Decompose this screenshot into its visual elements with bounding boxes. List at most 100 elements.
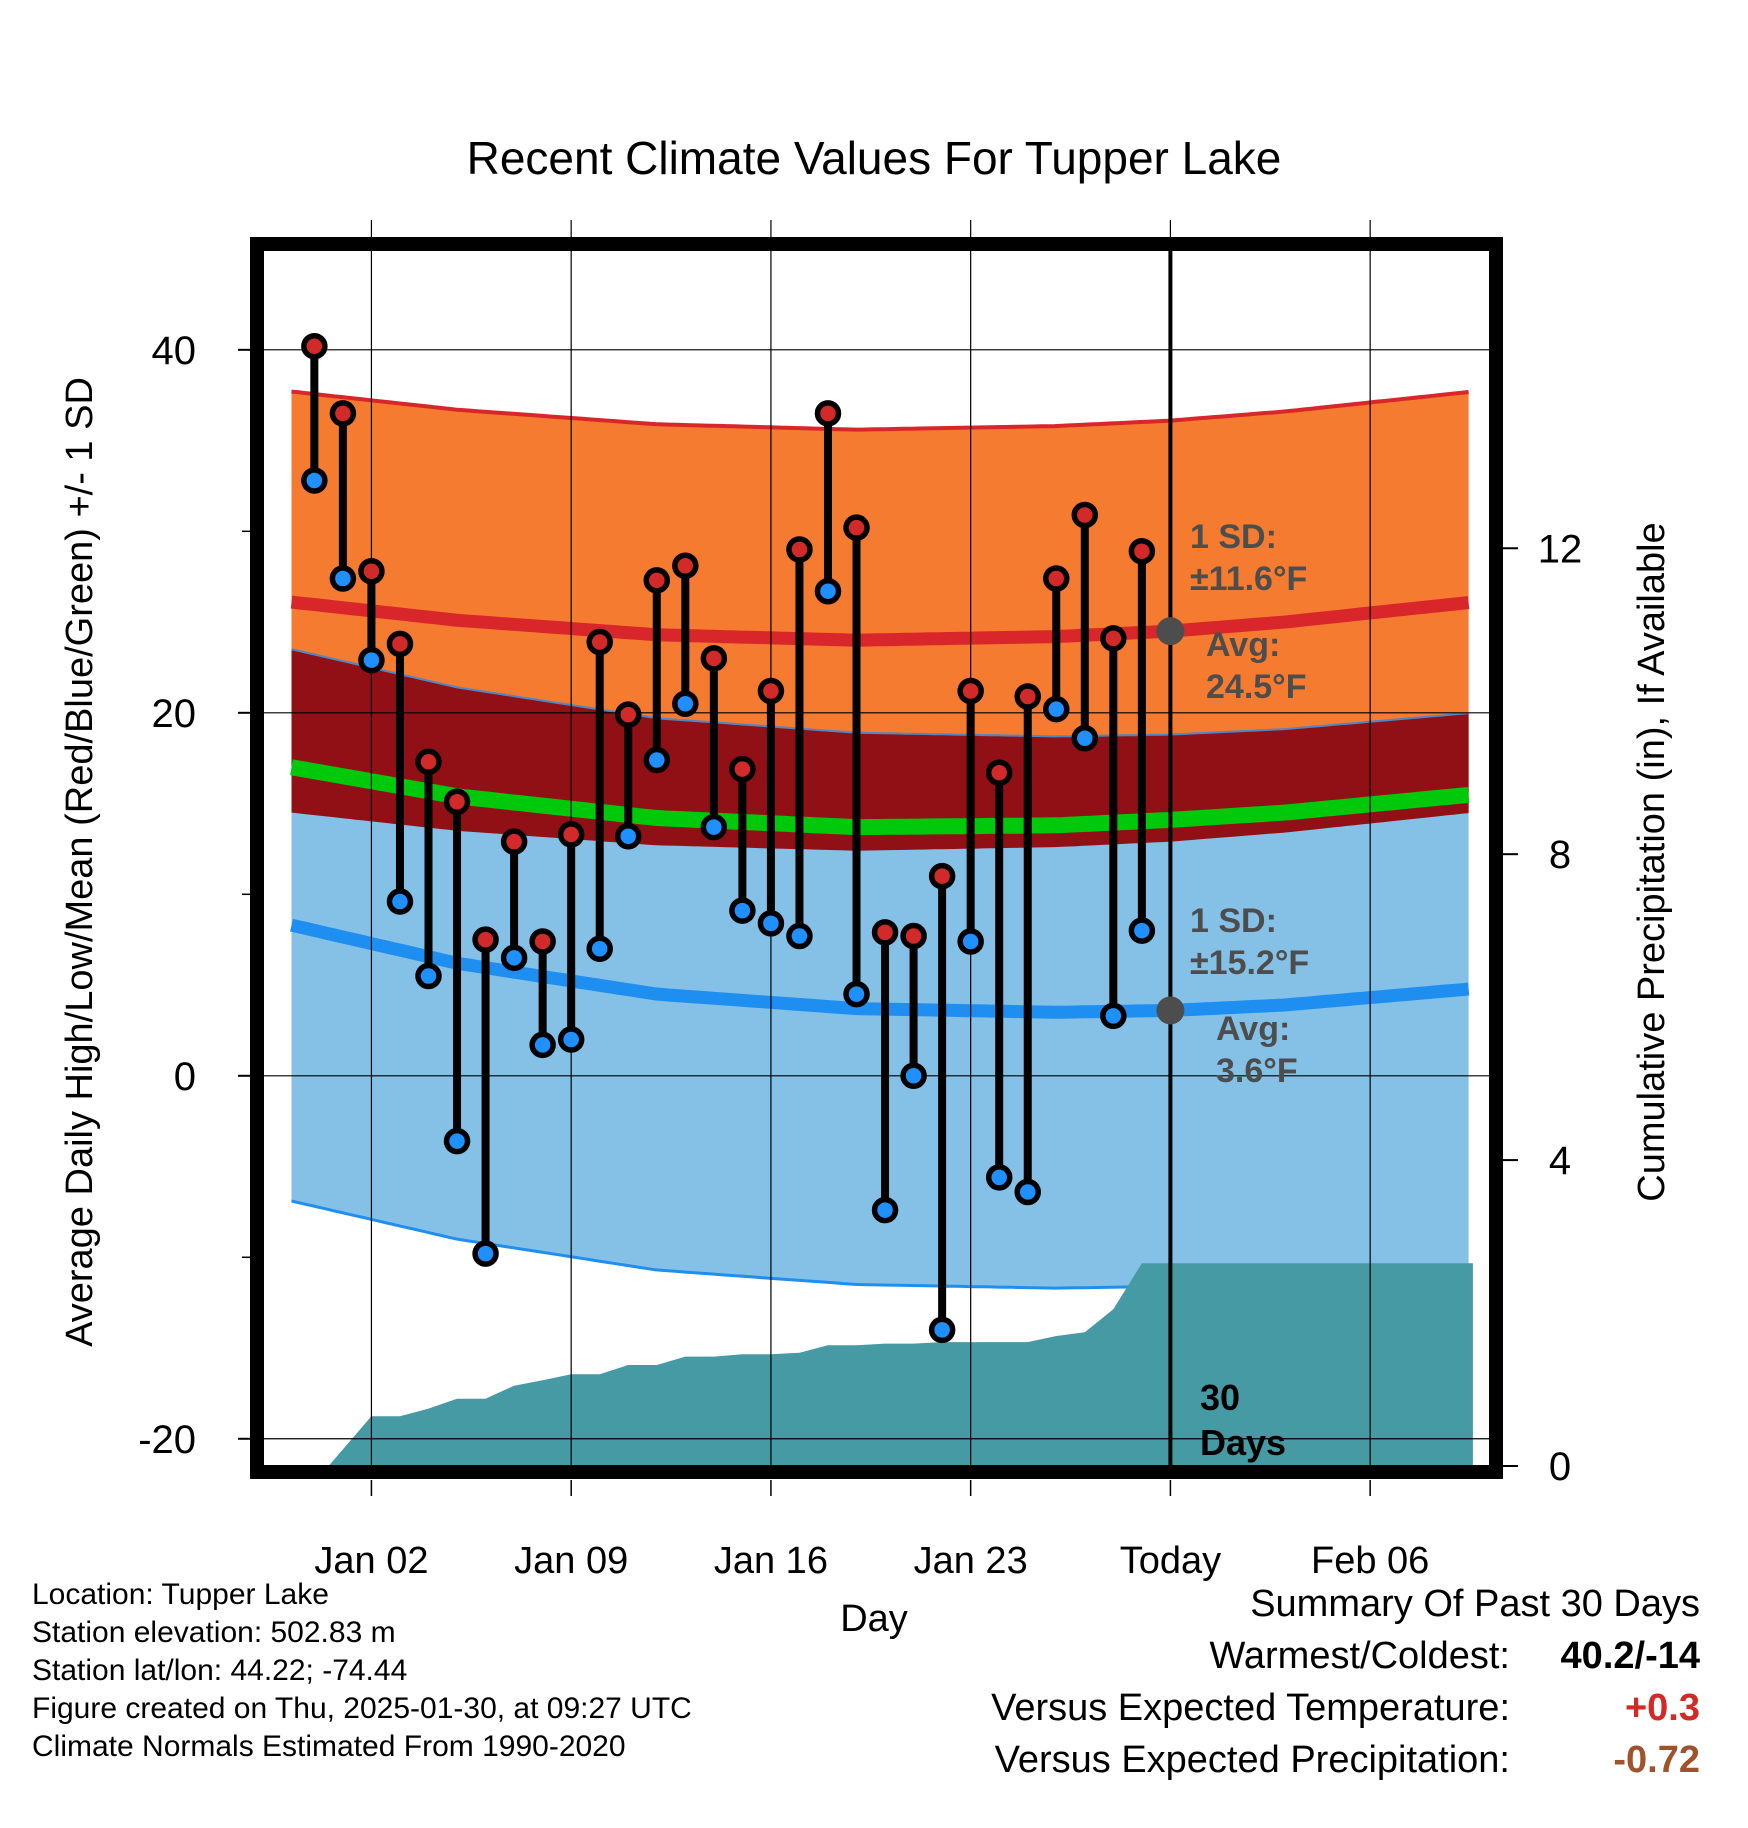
- daily-high-point: [1128, 538, 1156, 565]
- precip-anomaly-value: -0.72: [1613, 1739, 1700, 1781]
- high-avg-label: Avg:: [1206, 626, 1280, 664]
- high-sd-label: 1 SD:: [1190, 518, 1277, 556]
- normal-high-mean-line: [290, 595, 1470, 647]
- high-low-overlap-band: [291, 649, 1469, 851]
- daily-high-point: [1043, 565, 1070, 592]
- daily-low-point: [443, 1127, 471, 1155]
- x-axis-label: Day: [840, 1598, 908, 1640]
- daily-low-point: [1043, 695, 1070, 723]
- avg-low-marker: [1156, 996, 1185, 1025]
- daily-high-point: [415, 748, 442, 776]
- daily-high-point: [757, 677, 785, 705]
- y-axis-label: Average Daily High/Low/Mean (Red/Blue/Gr…: [59, 377, 101, 1347]
- daily-low-point: [843, 980, 870, 1008]
- daily-low-point: [586, 935, 613, 962]
- low-annotation: 1 SD: ±15.2°F Avg: 3.6°F: [1190, 902, 1309, 1090]
- daily-high-point: [529, 928, 556, 955]
- x-tick-label: Jan 16: [714, 1540, 828, 1582]
- high-annotation: 1 SD: ±11.6°F Avg: 24.5°F: [1190, 518, 1307, 706]
- daily-low-point: [386, 888, 414, 915]
- summary-panel: Summary Of Past 30 Days Warmest/Coldest:…: [991, 1578, 1700, 1786]
- daily-low-point: [985, 1164, 1013, 1191]
- daily-low-point: [672, 690, 699, 717]
- daily-low-point: [643, 746, 671, 774]
- summary-warmest-row: Warmest/Coldest: 40.2/-14: [991, 1630, 1700, 1682]
- daily-low-point: [529, 1031, 556, 1059]
- daily-low-point: [871, 1196, 899, 1224]
- y-tick-label: 0: [174, 1055, 196, 1099]
- x-tick-label: Today: [1120, 1540, 1221, 1582]
- latlon-text: Station lat/lon: 44.22; -74.44: [32, 1654, 408, 1687]
- temp-anomaly-label: Versus Expected Temperature:: [991, 1687, 1510, 1729]
- station-info: Location: Tupper Lake Station elevation:…: [32, 1576, 692, 1766]
- daily-high-point: [957, 677, 984, 705]
- x-tick-label: Jan 23: [914, 1540, 1028, 1582]
- y-tick-label: 20: [152, 692, 197, 736]
- x-tick-label: Jan 09: [514, 1540, 628, 1582]
- high-avg-value: 24.5°F: [1206, 668, 1307, 706]
- daily-high-point: [614, 701, 642, 728]
- daily-low-point: [928, 1316, 956, 1344]
- daily-low-point: [1014, 1178, 1041, 1206]
- daily-low-point: [472, 1240, 499, 1267]
- daily-high-point: [786, 536, 813, 563]
- created-text: Figure created on Thu, 2025-01-30, at 09…: [32, 1692, 692, 1725]
- daily-low-point: [415, 962, 442, 990]
- daily-range-bars: [301, 332, 1156, 1344]
- normal-mean-line: [290, 759, 1470, 836]
- warmest-coldest-label: Warmest/Coldest:: [1209, 1635, 1510, 1677]
- low-sd-label: 1 SD:: [1190, 902, 1277, 940]
- cumulative-precip-area: [297, 1263, 1473, 1466]
- low-avg-label: Avg:: [1216, 1010, 1290, 1048]
- plot-frame: [250, 237, 1503, 1479]
- daily-low-point: [700, 813, 728, 841]
- warmest-coldest-value: 40.2/-14: [1560, 1635, 1700, 1677]
- window-label: 30 Days: [1200, 1377, 1286, 1463]
- daily-high-point: [386, 630, 414, 658]
- daily-high-point: [900, 922, 927, 950]
- y2-tick-label: 8: [1549, 833, 1571, 877]
- x-axis: Jan 02 Jan 09 Jan 16 Jan 23 Today Feb 06: [314, 1480, 1429, 1582]
- daily-low-point: [358, 646, 385, 674]
- daily-high-point: [700, 645, 728, 672]
- window-label-count: 30: [1200, 1377, 1240, 1418]
- high-sd-value: ±11.6°F: [1190, 560, 1307, 598]
- daily-high-point: [814, 400, 842, 427]
- daily-low-point: [329, 565, 357, 592]
- daily-high-point: [843, 514, 870, 541]
- daily-high-point: [329, 400, 357, 427]
- y2-axis-label: Cumulative Precipitation (in), If Availa…: [1631, 522, 1673, 1201]
- daily-high-point: [443, 788, 471, 815]
- daily-low-point: [301, 467, 328, 494]
- y-tick-label: 40: [152, 329, 197, 373]
- daily-high-point: [928, 862, 956, 890]
- daily-high-point: [643, 567, 671, 594]
- daily-high-point: [586, 628, 613, 656]
- y2-tick-label: 12: [1538, 527, 1583, 571]
- temp-anomaly-value: +0.3: [1624, 1687, 1700, 1729]
- normal-low-upper-edge: [291, 648, 1469, 738]
- daily-low-point: [900, 1062, 927, 1090]
- precip-anomaly-label: Versus Expected Precipitation:: [994, 1739, 1510, 1781]
- normals-text: Climate Normals Estimated From 1990-2020: [32, 1730, 626, 1763]
- daily-high-point: [985, 759, 1013, 786]
- normal-high-upper-edge: [291, 389, 1469, 432]
- y-axis-left: -20 0 20 40: [138, 329, 250, 1462]
- x-tick-label: Jan 02: [314, 1540, 428, 1582]
- daily-low-point: [1100, 1002, 1127, 1030]
- summary-precip-row: Versus Expected Precipitation: -0.72: [991, 1734, 1700, 1786]
- elevation-text: Station elevation: 502.83 m: [32, 1616, 396, 1649]
- daily-high-point: [871, 919, 899, 946]
- daily-high-point: [1014, 683, 1041, 710]
- daily-high-point: [472, 926, 499, 953]
- daily-high-point: [1100, 625, 1127, 652]
- y2-tick-label: 4: [1549, 1139, 1571, 1183]
- daily-low-point: [1128, 917, 1156, 944]
- daily-low-point: [1071, 724, 1099, 752]
- y-tick-label: -20: [138, 1418, 196, 1462]
- avg-high-marker: [1156, 617, 1185, 646]
- y2-tick-label: 0: [1549, 1445, 1571, 1489]
- daily-low-point: [614, 822, 642, 850]
- window-label-unit: Days: [1200, 1422, 1286, 1463]
